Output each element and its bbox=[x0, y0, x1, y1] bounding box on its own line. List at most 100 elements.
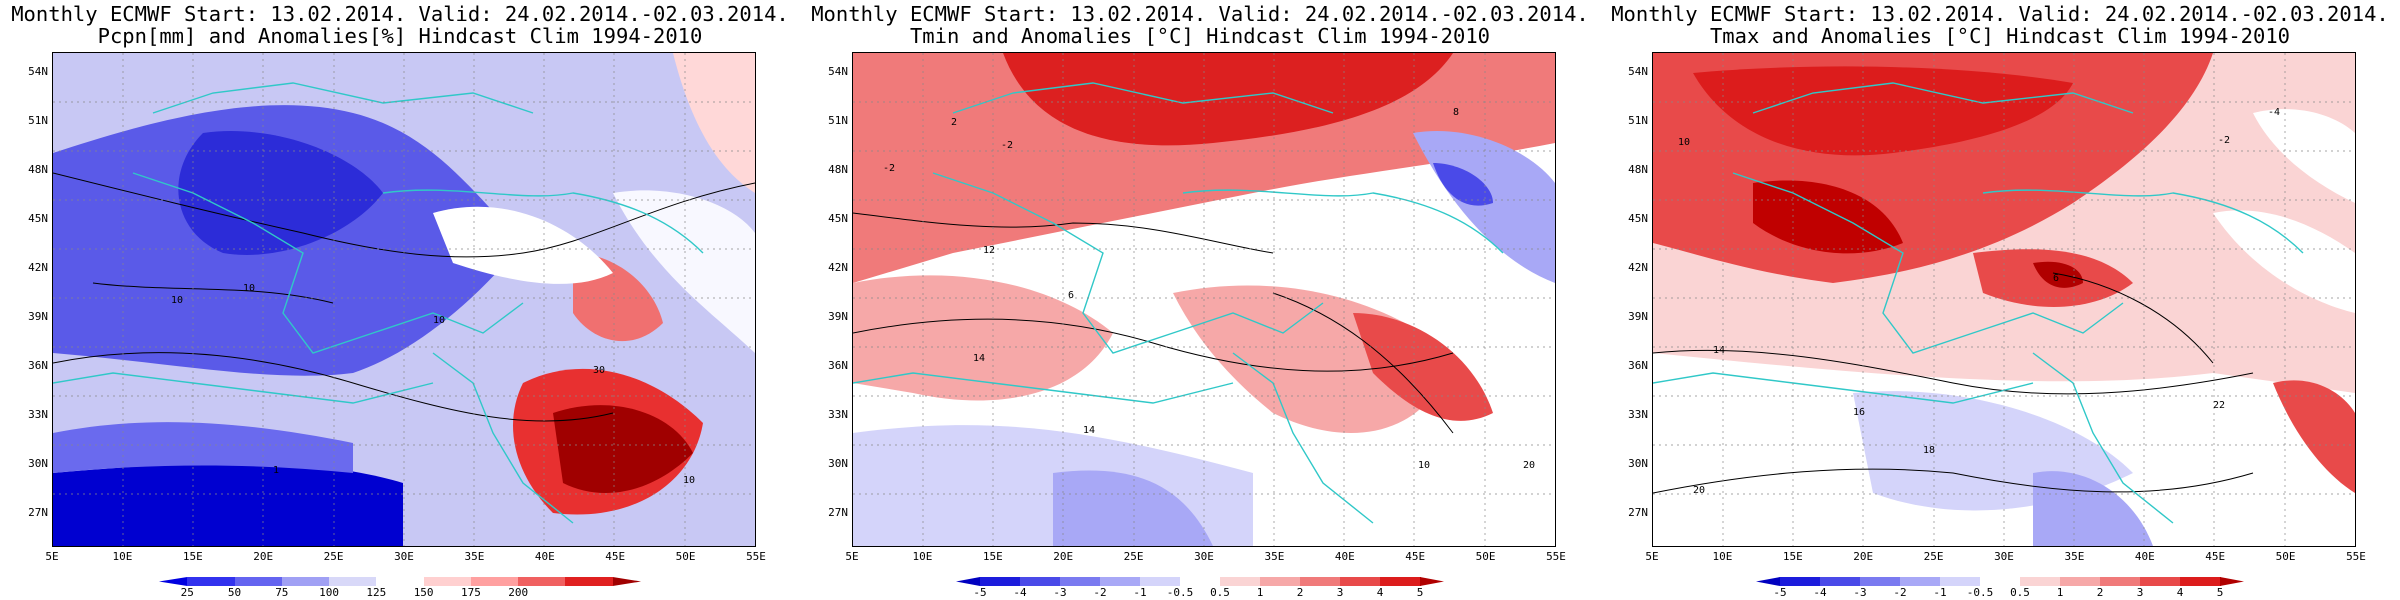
colorbar-tick-label: 5 bbox=[2216, 586, 2224, 599]
lat-tick-label: 42N bbox=[1628, 261, 1648, 274]
contour-label: 20 bbox=[1693, 485, 1705, 496]
lat-tick-label: 30N bbox=[28, 457, 48, 470]
colorbar-tick-label: -4 bbox=[1813, 586, 1827, 599]
colorbar-tick-label: 2 bbox=[2096, 586, 2104, 599]
contour-label: -2 bbox=[2218, 135, 2230, 146]
lon-tick-label: 45E bbox=[2205, 550, 2226, 563]
lon-tick-label: 25E bbox=[323, 550, 344, 563]
colorbar-segment bbox=[956, 577, 980, 586]
map-tmin-svg: 2 8 -2 -2 12 14 6 10 14 20 bbox=[853, 53, 1555, 546]
contour-label: 10 bbox=[171, 295, 183, 306]
colorbar-segment bbox=[1940, 577, 1981, 586]
lon-tick-label: 15E bbox=[1782, 550, 1803, 563]
lat-tick-label: 33N bbox=[828, 408, 848, 421]
colorbar-segment bbox=[2020, 577, 2061, 586]
lat-tick-label: 51N bbox=[828, 114, 848, 127]
lon-tick-label: 55E bbox=[2346, 550, 2366, 563]
colorbar-tick-label: 75 bbox=[275, 586, 289, 599]
colorbar-tick-label: 4 bbox=[2176, 586, 2184, 599]
colorbar-tick-label: 100 bbox=[319, 586, 340, 599]
colorbar-segment bbox=[187, 577, 236, 586]
lon-tick-label: 10E bbox=[112, 550, 133, 563]
colorbar-tick-label: 150 bbox=[413, 586, 434, 599]
colorbar-tick-label: 25 bbox=[180, 586, 194, 599]
colorbar-tick-label: 3 bbox=[1336, 586, 1344, 599]
lat-tick-label: 39N bbox=[828, 310, 848, 323]
contour-label: 20 bbox=[1523, 460, 1535, 471]
lon-tick-label: 30E bbox=[1994, 550, 2014, 563]
panel-title-line1: Monthly ECMWF Start: 13.02.2014. Valid: … bbox=[1611, 2, 2389, 26]
colorbar-segment bbox=[2220, 577, 2244, 586]
colorbar-tick-label: 4 bbox=[1376, 586, 1384, 599]
lat-tick-label: 42N bbox=[28, 261, 48, 274]
colorbar-segment bbox=[1420, 577, 1444, 586]
lat-tick-label: 48N bbox=[1628, 163, 1648, 176]
lat-tick-label: 48N bbox=[828, 163, 848, 176]
map-precipitation-svg: 10 10 10 30 1 10 bbox=[53, 53, 755, 546]
colorbar-segment bbox=[1900, 577, 1941, 586]
panel-title-line1: Monthly ECMWF Start: 13.02.2014. Valid: … bbox=[11, 2, 789, 26]
colorbar-segment bbox=[1220, 577, 1261, 586]
colorbar-tick-label: 0.5 bbox=[1210, 586, 1230, 599]
contour-label: 10 bbox=[433, 315, 445, 326]
colorbar-segment bbox=[1820, 577, 1861, 586]
lat-tick-label: 48N bbox=[28, 163, 48, 176]
colorbar-segment bbox=[470, 577, 519, 586]
lat-tick-label: 51N bbox=[28, 114, 48, 127]
colorbar-tick-label: -3 bbox=[1053, 586, 1067, 599]
lat-tick-label: 36N bbox=[1628, 359, 1648, 372]
colorbar-segment bbox=[1756, 577, 1780, 586]
panel-precipitation: Monthly ECMWF Start: 13.02.2014. Valid: … bbox=[0, 0, 800, 600]
lat-tick-label: 45N bbox=[1628, 212, 1648, 225]
colorbar-tick-label: 5 bbox=[1416, 586, 1424, 599]
colorbar-segment bbox=[518, 577, 566, 586]
contour-label: 16 bbox=[1853, 407, 1865, 418]
contour-label: 30 bbox=[593, 365, 605, 376]
contour-label: 6 bbox=[1853, 53, 1859, 54]
colorbar-segment bbox=[234, 577, 283, 586]
contour-label: 10 bbox=[243, 283, 255, 294]
colorbar-segment bbox=[1180, 577, 1221, 586]
colorbar-tick-label: -3 bbox=[1853, 586, 1867, 599]
contour-label: -2 bbox=[1001, 140, 1013, 151]
contour-label: 6 bbox=[2053, 273, 2059, 284]
colorbar-segment bbox=[1380, 577, 1421, 586]
colorbar-segment bbox=[281, 577, 330, 586]
lon-tick-label: 5E bbox=[1645, 550, 1659, 563]
panel-tmin: Monthly ECMWF Start: 13.02.2014. Valid: … bbox=[800, 0, 1600, 600]
lat-tick-label: 27N bbox=[28, 506, 48, 519]
contour-label: 1 bbox=[273, 465, 279, 476]
colorbar-segment bbox=[980, 577, 1021, 586]
colorbar-tick-label: -1 bbox=[1133, 586, 1147, 599]
colorbar-segment bbox=[1020, 577, 1061, 586]
colorbar-segment bbox=[1140, 577, 1181, 586]
colorbar-tick-label: -0.5 bbox=[1166, 586, 1194, 599]
contour-label: 10 bbox=[1678, 137, 1690, 148]
colorbar-tick-label: 1 bbox=[1256, 586, 1264, 599]
colorbar-tick-label: -2 bbox=[1093, 586, 1107, 599]
lat-tick-label: 42N bbox=[828, 261, 848, 274]
lon-tick-label: 50E bbox=[675, 550, 696, 563]
colorbar-segment bbox=[612, 577, 642, 586]
lat-tick-label: 33N bbox=[28, 408, 48, 421]
contour-label: 18 bbox=[1923, 445, 1935, 456]
lat-tick-label: 54N bbox=[28, 65, 48, 78]
contour-label: 22 bbox=[2213, 400, 2225, 411]
contour-label: 12 bbox=[983, 245, 995, 256]
colorbar-tick-label: 50 bbox=[227, 586, 242, 599]
contour-label: 2 bbox=[951, 117, 957, 128]
lat-tick-label: 36N bbox=[28, 359, 48, 372]
lon-tick-label: 40E bbox=[1334, 550, 1355, 563]
lon-tick-label: 40E bbox=[2134, 550, 2155, 563]
contour-label: -4 bbox=[2268, 107, 2280, 118]
lon-tick-label: 30E bbox=[394, 550, 414, 563]
colorbar-tick-label: 125 bbox=[366, 586, 387, 599]
colorbar-tick-label: -5 bbox=[1773, 586, 1787, 599]
contour-label: 14 bbox=[973, 353, 985, 364]
colorbar-segment bbox=[423, 577, 472, 586]
lon-tick-label: 55E bbox=[1546, 550, 1566, 563]
colorbar-segment bbox=[2060, 577, 2101, 586]
lat-tick-label: 30N bbox=[828, 457, 848, 470]
colorbar-tick-label: 3 bbox=[2136, 586, 2144, 599]
lat-tick-label: 36N bbox=[828, 359, 848, 372]
